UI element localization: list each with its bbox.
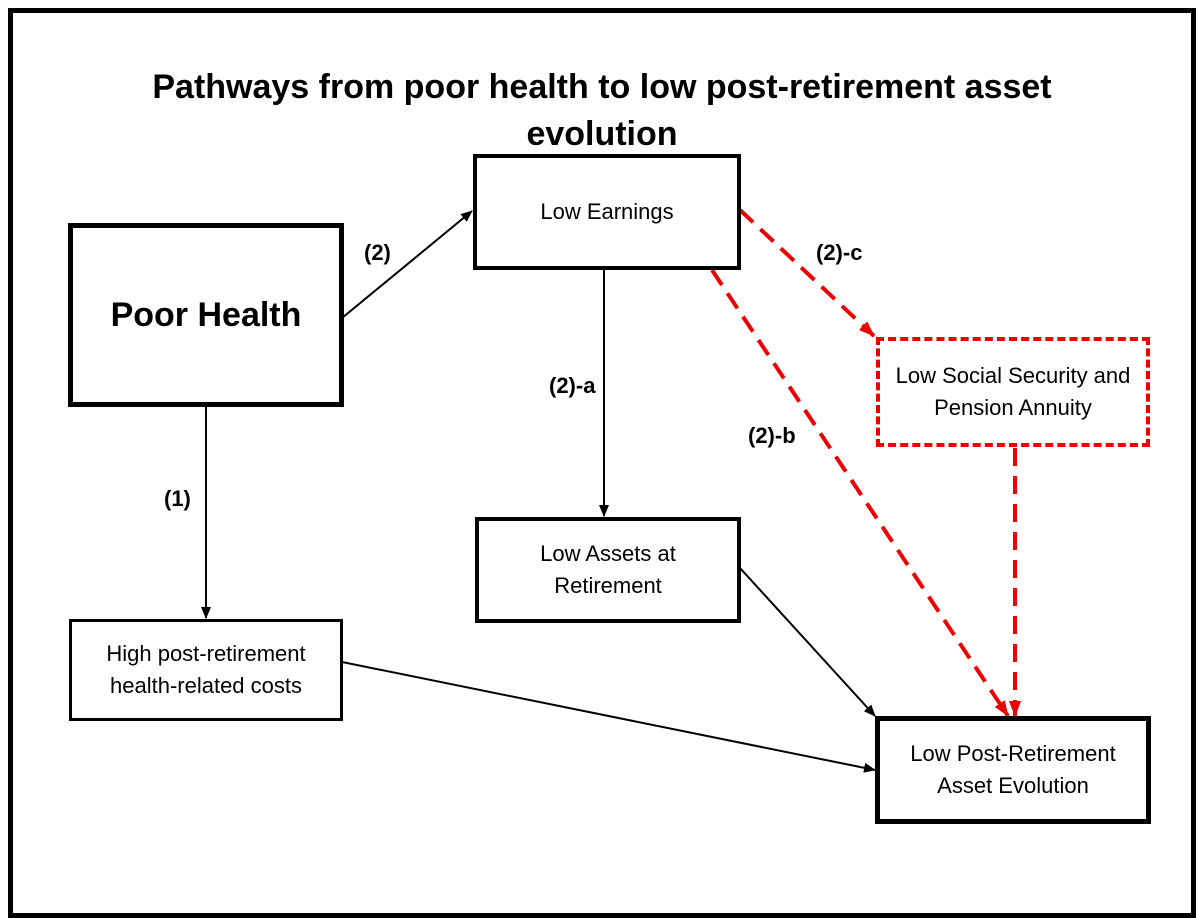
- edge: [739, 567, 876, 717]
- edge-label: (2)-a: [549, 373, 596, 398]
- edge-label: (1): [164, 486, 191, 511]
- node: Low Earnings: [473, 154, 741, 270]
- edge: [341, 210, 473, 319]
- edge-label: (2)-b: [748, 423, 796, 448]
- node: Low Assets at Retirement: [475, 517, 741, 623]
- edge: [341, 661, 876, 773]
- edge-label: (2)-c: [816, 240, 863, 265]
- title: Pathways from poor health to low post-re…: [152, 68, 1052, 153]
- node: Poor Health: [68, 223, 344, 407]
- node: Low Post-Retirement Asset Evolution: [875, 716, 1151, 824]
- dashed-edge: [738, 208, 876, 338]
- edge-label: (2): [364, 240, 391, 265]
- edges: [201, 208, 1021, 773]
- page: Pathways from poor health to low post-re…: [8, 8, 1196, 918]
- node: High post-retirement health-related cost…: [69, 619, 343, 721]
- node: Low Social Security and Pension Annuity: [876, 337, 1150, 447]
- dashed-edge: [710, 268, 1010, 718]
